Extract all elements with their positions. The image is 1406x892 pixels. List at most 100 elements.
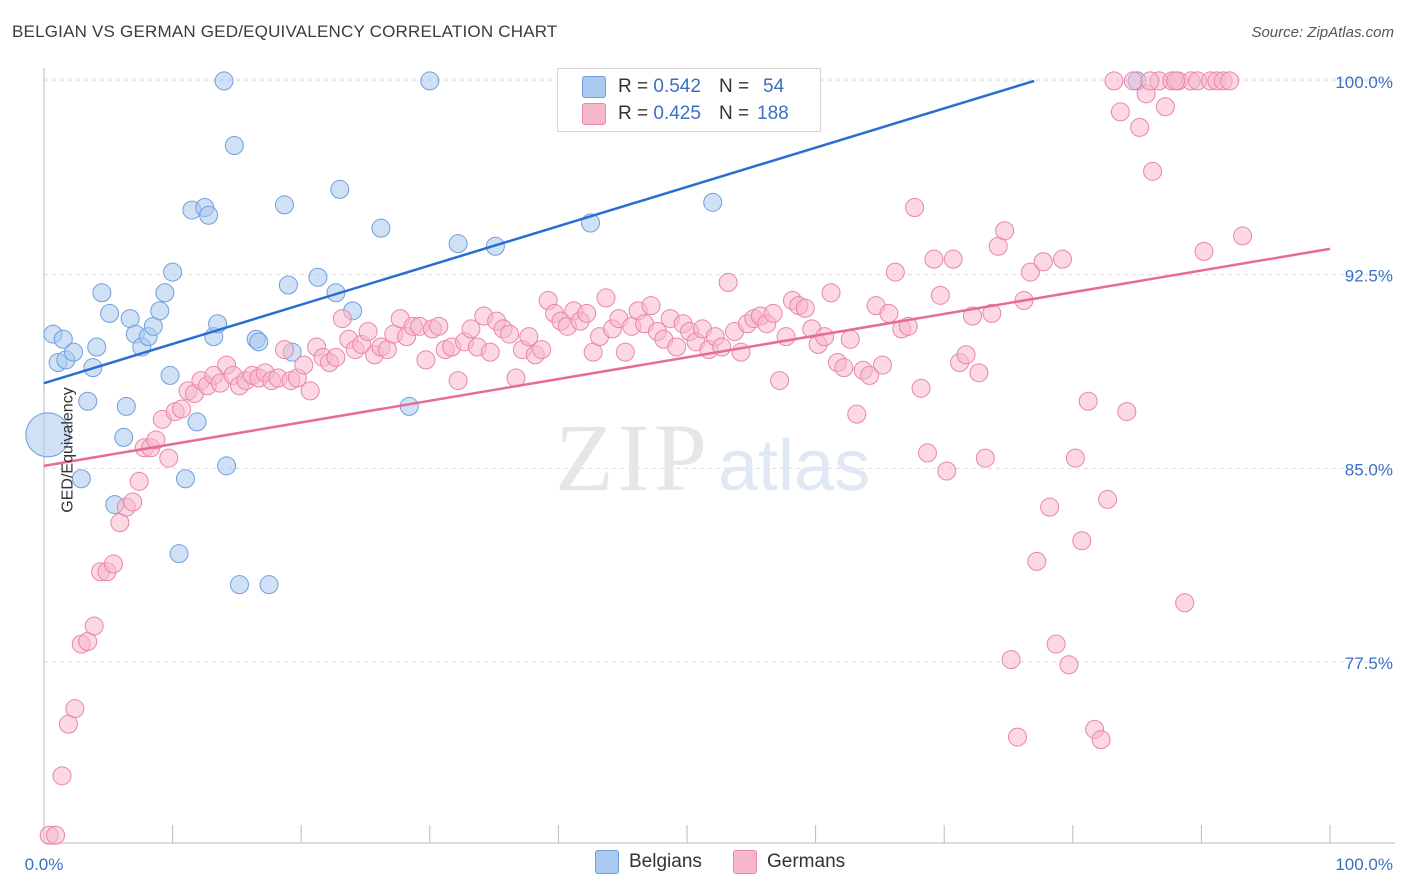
data-point (116, 396, 136, 416)
data-point (87, 337, 107, 357)
data-point (78, 391, 98, 411)
legend-n-label: N = (718, 103, 750, 124)
data-point (199, 205, 219, 225)
data-point (860, 365, 880, 385)
data-point (274, 340, 294, 360)
data-point (103, 554, 123, 574)
data-point (163, 262, 183, 282)
legend-swatch-belgians (582, 76, 606, 98)
y-tick-label: 100.0% (1335, 73, 1393, 92)
trend-layer (43, 79, 1331, 468)
y-axis-label: GED/Equivalency (59, 387, 77, 513)
data-point (1155, 97, 1175, 117)
legend-r-label: R = (618, 76, 649, 97)
data-point (1117, 402, 1137, 422)
data-point (155, 283, 175, 303)
data-point (300, 381, 320, 401)
data-point (308, 267, 328, 287)
data-point (461, 319, 481, 339)
bottom-legend-belgians[interactable]: Belgians (595, 850, 702, 874)
legend-swatch-germans (582, 103, 606, 125)
trend-line-germans (43, 247, 1331, 468)
data-point (1143, 161, 1163, 181)
data-point (1140, 71, 1160, 91)
data-point (500, 324, 520, 344)
data-point (1175, 593, 1195, 613)
legend-row-belgians: R = 0.542 N = 54 (582, 75, 784, 99)
data-point (159, 448, 179, 468)
data-point (776, 327, 796, 347)
bottom-legend-label-germans: Germans (767, 851, 846, 872)
data-point (123, 492, 143, 512)
data-point (879, 303, 899, 323)
data-point (64, 342, 84, 362)
data-point (160, 365, 180, 385)
data-point (1233, 226, 1253, 246)
x-tick-label: 0.0% (25, 855, 64, 874)
y-tick-label: 85.0% (1345, 460, 1393, 479)
data-point (332, 309, 352, 329)
bottom-legend-label-belgians: Belgians (629, 851, 702, 872)
data-point (1166, 71, 1186, 91)
data-point (667, 337, 687, 357)
data-point (326, 283, 346, 303)
data-point (770, 371, 790, 391)
series-belgians (25, 71, 1147, 595)
watermark-atlas: atlas (718, 426, 870, 506)
data-point (905, 198, 925, 217)
data-point (229, 575, 249, 595)
bottom-legend-germans[interactable]: Germans (733, 850, 845, 874)
data-point (259, 575, 279, 595)
data-point (969, 363, 989, 383)
data-point (937, 461, 957, 481)
data-point (100, 303, 120, 323)
data-point (943, 249, 963, 269)
data-point (1098, 489, 1118, 509)
data-point (150, 301, 170, 321)
y-tick-label: 77.5% (1345, 654, 1393, 673)
data-point (615, 342, 635, 362)
data-point (214, 71, 234, 91)
data-point (1033, 252, 1053, 272)
data-point (703, 192, 723, 212)
data-point (1104, 71, 1124, 91)
series-layer (25, 71, 1253, 845)
data-point (169, 544, 189, 564)
legend-r-value: 0.542 (653, 76, 701, 97)
data-point (924, 249, 944, 269)
data-point (995, 221, 1015, 241)
data-point (326, 347, 346, 367)
x-tick-label: 100.0% (1335, 855, 1393, 874)
data-point (1194, 241, 1214, 261)
data-point (847, 404, 867, 424)
data-point (1008, 727, 1028, 747)
data-point (872, 355, 892, 375)
data-point (731, 342, 751, 362)
data-point (982, 303, 1002, 323)
data-point (46, 825, 66, 845)
data-point (577, 303, 597, 323)
data-point (71, 469, 91, 489)
data-point (718, 272, 738, 292)
data-point (763, 303, 783, 323)
bottom-legend-swatch-belgians (595, 850, 619, 874)
axis-layer (43, 68, 1395, 844)
data-point (1110, 102, 1130, 122)
data-point (129, 471, 149, 491)
data-point (84, 616, 104, 636)
data-point (930, 285, 950, 305)
data-point (175, 469, 195, 489)
data-point (420, 71, 440, 91)
data-point (1053, 249, 1073, 269)
legend-r-label: R = (618, 103, 649, 124)
data-point (1078, 391, 1098, 411)
legend-row-germans: R = 0.425 N = 188 (582, 102, 789, 126)
data-point (1001, 650, 1021, 670)
data-point (815, 327, 835, 347)
legend-n-value: 188 (757, 103, 789, 124)
data-point (172, 399, 192, 419)
data-point (962, 306, 982, 326)
legend-n-value: 54 (763, 76, 785, 97)
data-point (358, 322, 378, 341)
